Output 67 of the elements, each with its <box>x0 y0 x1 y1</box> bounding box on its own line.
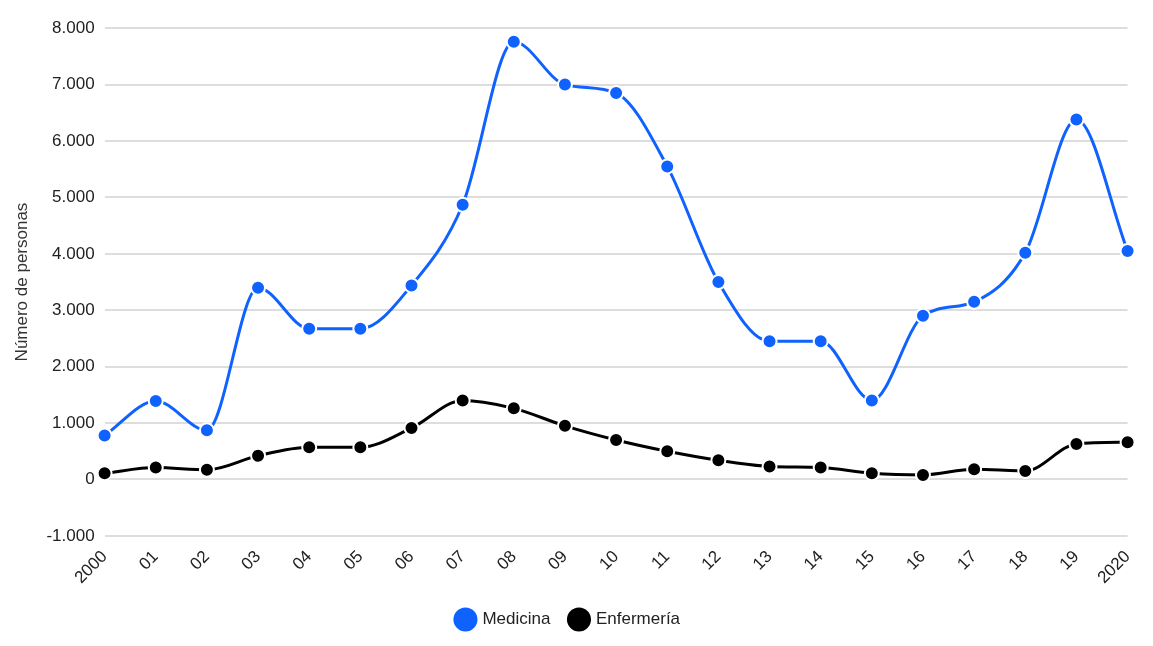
y-tick-label: 3.000 <box>52 299 95 319</box>
x-tick-label: 13 <box>748 546 776 574</box>
y-tick-label: 5.000 <box>52 187 95 207</box>
point <box>352 320 369 337</box>
point <box>710 274 727 291</box>
x-tick-label: 15 <box>851 546 878 574</box>
point <box>966 293 983 310</box>
y-tick-label: 0 <box>85 469 95 489</box>
point <box>914 307 931 324</box>
x-tick-label: 18 <box>1004 546 1032 574</box>
point <box>454 392 471 409</box>
x-tick-label: 05 <box>339 546 367 574</box>
x-tick-label: 01 <box>135 546 162 574</box>
y-tick-label: 4.000 <box>52 243 95 263</box>
point <box>761 333 778 350</box>
y-tick-label: -1.000 <box>46 525 95 545</box>
y-tick-label: 1.000 <box>52 412 95 432</box>
y-tick-label: 7.000 <box>52 74 95 94</box>
x-tick-label: 19 <box>1055 546 1083 574</box>
point <box>966 461 983 478</box>
x-tick-label: 16 <box>902 546 930 574</box>
x-tick-label: 02 <box>186 546 214 574</box>
legend-label: Enfermería <box>595 609 681 629</box>
x-tick-label: 08 <box>493 546 520 574</box>
point <box>556 417 573 434</box>
point <box>250 279 267 296</box>
point <box>863 465 880 482</box>
point <box>761 458 778 475</box>
y-tick-label: 8.000 <box>52 17 95 37</box>
point <box>301 439 318 456</box>
y-axis-title: Número de personas <box>11 202 31 362</box>
point <box>352 439 369 456</box>
x-tick-label: 10 <box>595 546 623 574</box>
point <box>812 459 829 476</box>
point <box>659 443 676 460</box>
point <box>403 277 420 294</box>
point <box>198 422 215 439</box>
point <box>301 320 318 337</box>
point <box>147 459 164 476</box>
point <box>250 447 267 464</box>
point <box>505 400 522 417</box>
point <box>96 465 113 482</box>
x-tick-label: 06 <box>390 546 418 574</box>
point <box>710 452 727 469</box>
point <box>1119 434 1136 451</box>
x-tick-label: 07 <box>441 546 469 574</box>
point <box>454 196 471 213</box>
x-tick-label: 03 <box>237 546 265 574</box>
point <box>812 333 829 350</box>
point <box>1068 111 1085 128</box>
legend-label: Medicina <box>482 609 552 629</box>
point <box>1017 244 1034 261</box>
point <box>1119 243 1136 259</box>
x-tick-label: 04 <box>288 546 316 574</box>
x-tick-label: 12 <box>697 546 725 574</box>
point <box>556 76 573 93</box>
x-tick-label: 09 <box>544 546 572 574</box>
point <box>198 461 215 478</box>
y-tick-label: 6.000 <box>52 130 95 150</box>
point <box>505 33 522 50</box>
x-tick-label: 14 <box>800 546 827 574</box>
point <box>659 158 676 175</box>
y-tick-label: 2.000 <box>52 356 95 376</box>
point <box>863 392 880 409</box>
point <box>96 427 113 444</box>
x-tick-label: 17 <box>953 546 981 574</box>
x-tick-label: 11 <box>647 546 674 573</box>
